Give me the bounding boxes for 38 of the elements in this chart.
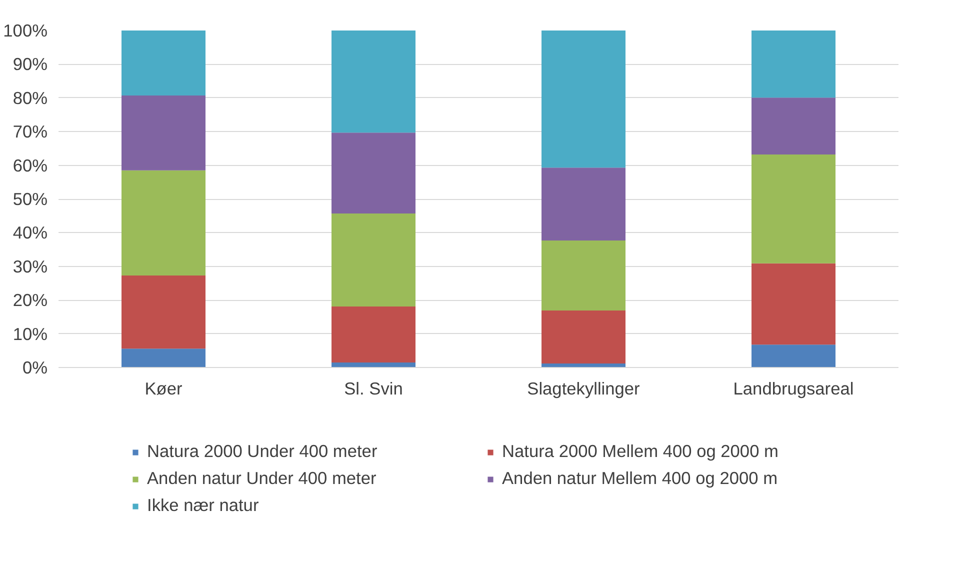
legend-label: Anden natur Mellem 400 og 2000 m [502,468,778,489]
y-tick-label: 70% [12,122,48,142]
y-tick-label: 60% [12,155,48,176]
legend-label: Natura 2000 Under 400 meter [147,441,378,462]
y-tick-label: 10% [12,324,48,344]
legend-label: Ikke nær natur [147,495,260,516]
y-tick-label: 80% [12,88,48,108]
bar [542,310,626,364]
bar [752,98,836,155]
x-tick-label: Køer [144,378,183,398]
y-tick-label: 40% [12,222,48,243]
y-tick-label: 90% [12,54,48,74]
bar [122,30,206,96]
y-tick-label: 30% [12,256,48,276]
bar [542,240,626,311]
bar [332,306,416,362]
y-tick-label: 20% [12,290,48,310]
bar [332,30,416,133]
y-tick-label: 50% [12,189,48,209]
y-tick-label: 0% [22,358,48,378]
bar [332,213,416,307]
bar [122,96,206,170]
legend-label: Natura 2000 Mellem 400 og 2000 m [502,441,780,462]
x-tick-label: Sl. Svin [344,378,403,398]
bar [542,168,626,240]
bar [122,276,206,349]
x-tick-label: Landbrugsareal [733,378,854,398]
bar [752,30,836,98]
x-tick-label: Slagtekyllinger [527,378,640,398]
bar [122,170,206,276]
bar [752,263,836,345]
bar [332,132,416,214]
bar [752,154,836,264]
bar [122,348,206,368]
y-tick-label: 100% [3,20,48,40]
legend-label: Anden natur Under 400 meter [147,468,378,489]
bar [542,30,626,168]
bar [752,344,836,368]
